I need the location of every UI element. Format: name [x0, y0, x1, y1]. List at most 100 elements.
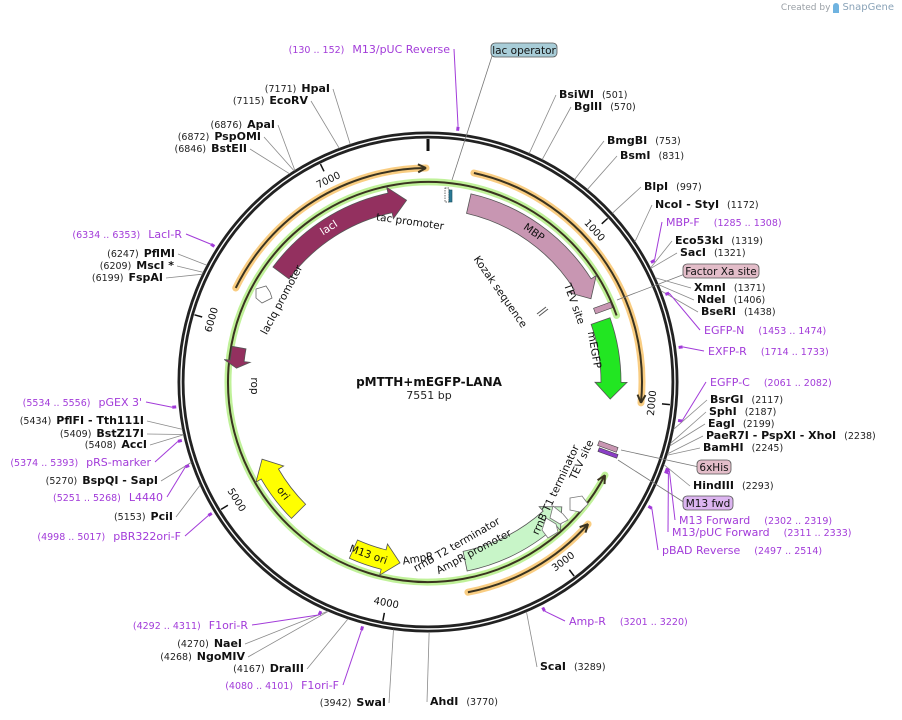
enzyme-site-xmni[interactable]: XmnI (1371) — [655, 277, 765, 294]
feature-box-6xhis[interactable]: 6xHis — [620, 449, 732, 475]
primer-mbp-f[interactable]: MBP-F (1285 .. 1308) — [650, 216, 782, 264]
feature-label-kozak-sequence: Kozak sequence — [471, 254, 529, 330]
enzyme-site-ahdi[interactable]: AhdI (3770) — [426, 631, 498, 708]
primer-binding-mark — [184, 464, 190, 469]
enzyme-label: (5434) PflFI - Tth111I — [20, 414, 144, 427]
tick-mark — [319, 163, 325, 172]
enzyme-site-ecorv[interactable]: (7115) EcoRV — [233, 94, 340, 149]
enzyme-site-draiii[interactable]: (4167) DraIII — [233, 618, 349, 675]
orf-arrowhead-icon — [579, 523, 590, 533]
tev-site-top-icon[interactable] — [593, 301, 613, 315]
feature-m13-ori[interactable] — [348, 539, 401, 576]
feature-box-label: M13 fwd — [686, 498, 731, 510]
feature-mbp[interactable] — [466, 193, 597, 300]
primer-egfp-n[interactable]: EGFP-N (1453 .. 1474) — [664, 291, 826, 337]
lacIq-promoter-icon[interactable] — [255, 285, 273, 304]
primer-m13-puc-forward[interactable]: M13/pUC Forward (2311 .. 2333) — [664, 470, 852, 539]
primer-m13-puc-reverse[interactable]: (130 .. 152) M13/pUC Reverse — [289, 43, 460, 131]
primer-pgex-3-[interactable]: (5534 .. 5556) pGEX 3' — [23, 396, 177, 409]
enzyme-site-hindiii[interactable]: HindIII (2293) — [663, 464, 774, 492]
enzyme-label: Eco53kI (1319) — [675, 234, 763, 247]
orf-layer — [224, 163, 647, 596]
enzyme-layer: (7171) HpaI(7115) EcoRV (6876) ApaI(6872) Psp… — [20, 82, 876, 709]
primer-binding-mark — [664, 291, 670, 296]
feature-ori[interactable] — [255, 458, 307, 519]
primer-label: EXFP-R (1714 .. 1733) — [708, 345, 829, 358]
enzyme-site-pflmi[interactable]: (6247) PflMI — [107, 247, 208, 266]
feature-box-lac-operator[interactable]: lac operator — [451, 42, 558, 181]
enzyme-site-bsmi[interactable]: BsmI (831) — [587, 149, 684, 190]
enzyme-site-ncoi[interactable]: NcoI - StyI (1172) — [634, 198, 759, 242]
tev-site-bottom-icon[interactable] — [597, 440, 619, 459]
enzyme-site-bsiwi[interactable]: BsiWI (501) — [528, 88, 627, 154]
enzyme-site-ndei[interactable]: NdeI (1406) — [658, 284, 765, 306]
primer-amp-r[interactable]: Amp-R (3201 .. 3220) — [541, 606, 688, 628]
enzyme-site-apai[interactable]: (6876) ApaI — [211, 118, 296, 171]
tick-label: 4000 — [373, 596, 400, 612]
enzyme-site-eco53ki[interactable]: Eco53kI (1319) — [650, 234, 763, 269]
enzyme-site-bstz17i[interactable]: (5409) BstZ17I — [60, 427, 184, 440]
enzyme-site-sphi[interactable]: SphI (2187) — [670, 405, 776, 444]
enzyme-site-scai[interactable]: ScaI (3289) — [526, 611, 606, 673]
enzyme-label: (4270) NaeI — [177, 637, 242, 650]
orf-line — [227, 181, 618, 583]
plasmid-backbone[interactable] — [177, 131, 679, 633]
enzyme-site-bamhi[interactable]: BamHI (2245) — [666, 441, 783, 456]
kozak-sequence-icon[interactable] — [536, 306, 549, 317]
credit-prefix: Created by — [780, 2, 831, 13]
primer-l4440[interactable]: (5251 .. 5268) L4440 — [53, 464, 190, 504]
feature-box-label: 6xHis — [699, 462, 728, 474]
tick-mark — [601, 217, 609, 225]
primer-f1ori-r[interactable]: (4292 .. 4311) F1ori-R — [133, 610, 323, 632]
enzyme-site-bsrgi[interactable]: BsrGI (2117) — [673, 393, 783, 430]
enzyme-site-bsteii[interactable]: (6846) BstEII — [175, 142, 290, 175]
primer-egfp-c[interactable]: EGFP-C (2061 .. 2082) — [677, 376, 832, 423]
feature-box-label: lac operator — [492, 45, 556, 57]
feature-megfp[interactable] — [590, 317, 628, 400]
enzyme-site-bglii[interactable]: BglII (570) — [541, 100, 636, 160]
enzyme-site-fspai[interactable]: (6199) FspAI — [92, 271, 203, 284]
enzyme-site-swai[interactable]: (3942) SwaI — [320, 629, 394, 709]
enzyme-label: BlpI (997) — [644, 180, 702, 193]
enzyme-site-saci[interactable]: SacI (1321) — [650, 246, 746, 269]
orf-line — [467, 523, 589, 594]
enzyme-site-hpai[interactable]: (7171) HpaI — [265, 82, 351, 145]
enzyme-site-ngomiv[interactable]: (4268) NgoMIV — [160, 610, 329, 663]
feature-laci[interactable] — [272, 186, 408, 280]
orf-arrowhead-icon — [636, 394, 647, 404]
enzyme-label: BglII (570) — [574, 100, 636, 113]
primer-pbad-reverse[interactable]: pBAD Reverse (2497 .. 2514) — [647, 504, 822, 557]
feature-box-m13-fwd[interactable]: M13 fwd — [617, 459, 734, 511]
enzyme-site-eagi[interactable]: EagI (2199) — [669, 417, 775, 447]
primer-label: Amp-R (3201 .. 3220) — [569, 615, 688, 628]
enzyme-label: (7115) EcoRV — [233, 94, 309, 107]
primer-label: MBP-F (1285 .. 1308) — [666, 216, 782, 229]
enzyme-label: (6876) ApaI — [211, 118, 276, 131]
primer-laci-r[interactable]: (6334 .. 6353) LacI-R — [72, 228, 216, 248]
primer-binding-mark — [541, 606, 546, 612]
ampR-promoter-icon[interactable] — [541, 517, 559, 539]
primer-pbr322ori-f[interactable]: (4998 .. 5017) pBR322ori-F — [37, 512, 213, 543]
primer-prs-marker[interactable]: (5374 .. 5393) pRS-marker — [10, 439, 183, 469]
primer-binding-mark — [207, 512, 213, 517]
enzyme-label: SacI (1321) — [680, 246, 746, 259]
tac-promoter-icon[interactable] — [444, 187, 453, 203]
enzyme-site-pspomi[interactable]: (6872) PspOMI — [178, 130, 295, 172]
enzyme-site-bmgbi[interactable]: BmgBI (753) — [574, 134, 681, 180]
feature-rop[interactable] — [224, 345, 252, 369]
enzyme-label: (6846) BstEII — [175, 142, 247, 155]
enzyme-site-msci[interactable]: (6209) MscI * — [100, 259, 204, 273]
rrnB-T1-terminator-icon[interactable] — [569, 495, 589, 513]
feature-ampr[interactable] — [462, 506, 563, 572]
rrnB-T2-terminator-icon[interactable] — [549, 505, 569, 525]
enzyme-site-naei[interactable]: (4270) NaeI — [177, 610, 329, 650]
enzyme-site-acci[interactable]: (5408) AccI — [85, 434, 184, 451]
enzyme-site-pcii[interactable]: (5153) PciI — [114, 484, 201, 523]
primer-exfp-r[interactable]: EXFP-R (1714 .. 1733) — [678, 345, 829, 358]
feature-box-factor-xa-site[interactable]: Factor Xa site — [616, 263, 760, 301]
primer-binding-mark — [317, 610, 323, 616]
enzyme-site-blpi[interactable]: BlpI (997) — [612, 180, 702, 214]
enzyme-site-paer7i[interactable]: PaeR7I - PspXI - XhoI (2238) — [667, 429, 876, 455]
enzyme-site-pflfi[interactable]: (5434) PflFI - Tth111I — [20, 414, 183, 430]
primer-f1ori-f[interactable]: (4080 .. 4101) F1ori-F — [225, 625, 364, 692]
